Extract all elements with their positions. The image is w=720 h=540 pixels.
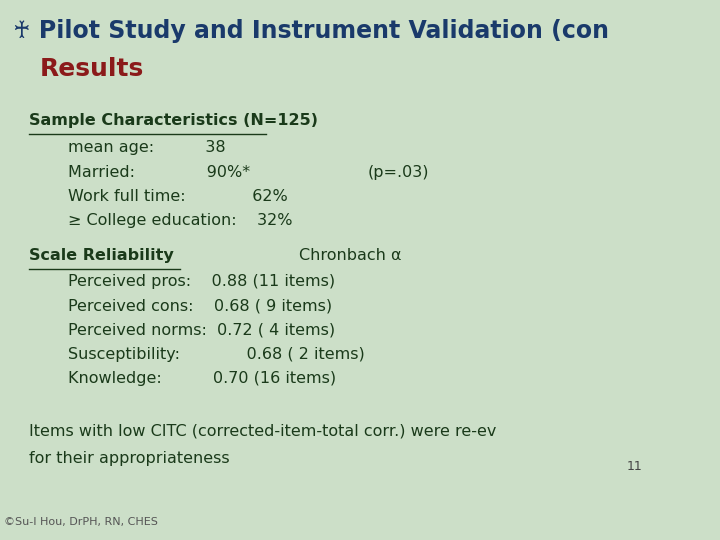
Text: ©Su-I Hou, DrPH, RN, CHES: ©Su-I Hou, DrPH, RN, CHES [4,516,158,526]
Text: Work full time:             62%: Work full time: 62% [68,189,288,204]
Text: Items with low CITC (corrected-item-total corr.) were re-ev: Items with low CITC (corrected-item-tota… [29,424,496,439]
Text: Perceived norms:  0.72 ( 4 items): Perceived norms: 0.72 ( 4 items) [68,322,336,338]
Text: for their appropriateness: for their appropriateness [29,451,230,466]
Text: Sample Characteristics (N=125): Sample Characteristics (N=125) [29,113,318,129]
Text: Results: Results [40,57,144,80]
Text: ♰ Pilot Study and Instrument Validation (con: ♰ Pilot Study and Instrument Validation … [13,19,609,43]
Text: Susceptibility:             0.68 ( 2 items): Susceptibility: 0.68 ( 2 items) [68,347,365,362]
Text: Married:              90%*: Married: 90%* [68,165,251,180]
Text: 11: 11 [626,460,642,473]
Text: ≥ College education:    32%: ≥ College education: 32% [68,213,293,228]
Text: Chronbach α: Chronbach α [299,248,401,264]
Text: (p=.03): (p=.03) [367,165,428,180]
Text: Scale Reliability: Scale Reliability [29,248,174,264]
Text: Perceived cons:    0.68 ( 9 items): Perceived cons: 0.68 ( 9 items) [68,298,333,313]
Text: Perceived pros:    0.88 (11 items): Perceived pros: 0.88 (11 items) [68,274,336,289]
Text: Knowledge:          0.70 (16 items): Knowledge: 0.70 (16 items) [68,371,336,386]
Text: mean age:          38: mean age: 38 [68,140,226,156]
